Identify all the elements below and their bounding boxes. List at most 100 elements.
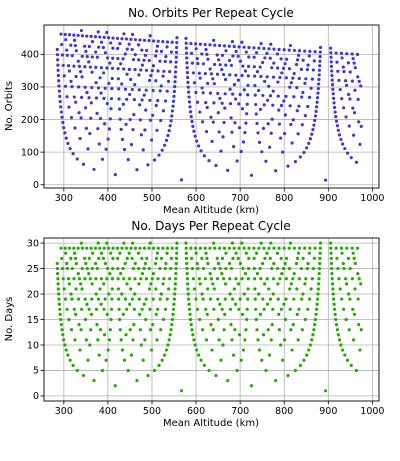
y-axis-label: No. Days (4, 297, 15, 342)
data-point (151, 64, 156, 68)
data-point (230, 338, 234, 342)
data-point (86, 358, 90, 362)
data-point (190, 61, 195, 65)
data-point (128, 92, 132, 97)
data-point (252, 65, 256, 69)
x-tick-label: 400 (99, 406, 117, 417)
data-point (165, 251, 169, 255)
data-point (257, 246, 261, 250)
data-point (350, 246, 354, 250)
data-point (267, 246, 271, 250)
data-point (129, 143, 134, 147)
x-axis-label: Mean Altitude (km) (163, 418, 259, 429)
data-point (184, 246, 188, 250)
data-point (300, 123, 304, 127)
data-point (60, 42, 64, 47)
data-point (356, 272, 360, 276)
data-point (83, 256, 87, 260)
data-point (290, 348, 294, 352)
data-point (121, 266, 125, 271)
data-point (193, 134, 197, 138)
data-point (291, 118, 295, 122)
data-point (144, 108, 148, 112)
data-point (133, 83, 137, 87)
data-point (233, 302, 238, 306)
data-point (107, 338, 112, 342)
data-point (246, 287, 250, 291)
data-point (258, 107, 263, 112)
data-point (244, 50, 248, 54)
data-point (306, 63, 310, 67)
data-point (166, 287, 171, 291)
data-point (95, 55, 99, 59)
data-point (166, 79, 171, 83)
data-point (69, 115, 74, 120)
data-point (286, 373, 290, 378)
data-point (179, 178, 184, 182)
data-point (89, 116, 93, 120)
data-point (243, 272, 248, 276)
data-point (149, 282, 153, 286)
data-point (170, 246, 174, 250)
data-point (301, 256, 305, 260)
data-point (259, 74, 263, 79)
data-point (261, 333, 266, 337)
data-point (170, 114, 174, 118)
data-point (120, 246, 124, 250)
data-point (280, 272, 284, 276)
data-point (65, 266, 69, 271)
data-point (315, 96, 320, 100)
scatter-points (55, 28, 363, 182)
data-point (80, 287, 84, 291)
data-point (63, 246, 67, 250)
data-point (340, 251, 344, 255)
data-point (282, 48, 286, 52)
data-point (334, 119, 339, 123)
data-point (204, 130, 209, 134)
data-point (265, 251, 269, 255)
data-point (110, 86, 114, 91)
data-point (104, 358, 108, 362)
x-tick-label: 500 (143, 406, 161, 417)
data-point (107, 127, 112, 131)
data-point (120, 37, 124, 41)
data-point (94, 50, 98, 54)
data-point (312, 123, 316, 127)
y-tick-label: 0 (33, 391, 39, 402)
data-point (276, 66, 280, 70)
data-point (332, 101, 336, 105)
data-point (238, 261, 243, 266)
data-point (58, 312, 62, 317)
data-point (84, 317, 88, 322)
x-tick-label: 800 (275, 193, 293, 204)
data-point (265, 98, 270, 102)
data-point (240, 241, 244, 245)
data-point (351, 307, 355, 311)
data-point (353, 287, 357, 291)
data-point (122, 277, 126, 281)
data-point (206, 261, 210, 266)
data-point (76, 246, 80, 250)
data-point (116, 67, 120, 71)
data-point (216, 111, 220, 115)
data-point (241, 348, 246, 352)
data-point (174, 60, 178, 64)
y-tick-label: 30 (27, 238, 39, 249)
data-point (195, 348, 199, 352)
x-tick-label: 1000 (360, 193, 384, 204)
data-point (138, 118, 142, 122)
data-point (144, 277, 149, 281)
data-point (278, 277, 282, 281)
data-point (234, 277, 238, 281)
data-point (284, 277, 288, 281)
data-point (58, 307, 62, 311)
data-point (288, 307, 292, 311)
data-point (80, 95, 84, 99)
data-point (93, 35, 98, 39)
data-point (279, 103, 284, 108)
data-point (194, 47, 198, 51)
data-point (191, 124, 195, 128)
data-point (303, 246, 307, 250)
x-tick-label: 700 (231, 193, 249, 204)
data-point (208, 91, 213, 95)
